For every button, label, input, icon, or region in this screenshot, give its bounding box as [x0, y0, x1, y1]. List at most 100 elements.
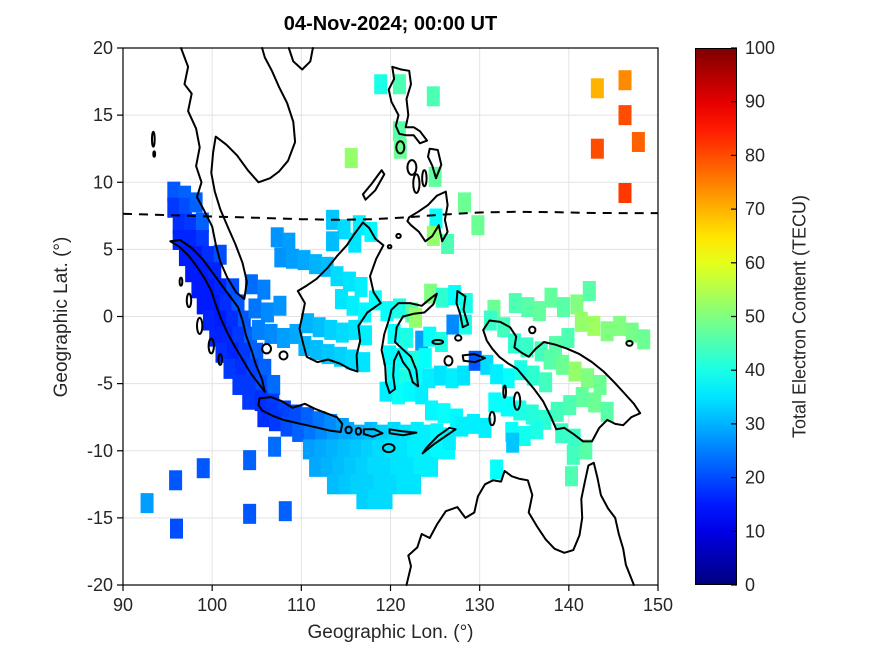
tec-patch — [575, 387, 589, 408]
tec-patch — [195, 229, 209, 250]
islet — [395, 140, 406, 155]
colorbar-tick-label: 10 — [745, 521, 765, 541]
tec-patch — [337, 219, 351, 240]
y-tick-label: 0 — [103, 307, 113, 327]
tec-patch — [631, 131, 645, 152]
tec-patch — [285, 248, 299, 269]
tec-patch — [618, 105, 632, 126]
tec-patch — [344, 148, 358, 169]
coastline-australia — [405, 461, 635, 586]
tec-patch — [227, 342, 241, 363]
tec-patch — [408, 307, 422, 328]
colorbar-tick-label: 0 — [745, 575, 755, 595]
colorbar-tick-label: 60 — [745, 253, 765, 273]
tec-patch — [172, 213, 186, 234]
tec-patch — [321, 344, 335, 365]
colorbar-tick-label: 50 — [745, 307, 765, 327]
tec-patch — [297, 250, 311, 271]
islet — [178, 276, 184, 287]
islet — [185, 292, 193, 309]
tec-patch — [435, 287, 449, 308]
y-tick-label: 15 — [93, 105, 113, 125]
tec-patch — [490, 459, 504, 480]
tec-patch — [618, 70, 632, 91]
islet — [150, 130, 156, 148]
tec-patch — [422, 368, 436, 389]
colorbar-tick-label: 100 — [745, 38, 775, 58]
colorbar-label: Total Electron Content (TECU) — [789, 194, 810, 439]
tec-patch — [568, 361, 582, 382]
tec-patch — [566, 444, 580, 465]
tec-patch — [587, 315, 601, 336]
tec-patch — [335, 322, 349, 343]
tec-patch — [581, 368, 595, 389]
tec-patch — [403, 381, 417, 402]
islet — [207, 337, 215, 355]
tec-patch — [400, 327, 414, 348]
x-axis-label: Geographic Lon. (°) — [307, 622, 474, 643]
tec-patch — [441, 234, 455, 255]
coastline-palawan — [361, 169, 386, 201]
coastline-layer — [150, 47, 642, 586]
islet — [395, 232, 402, 239]
tec-patch-layer — [140, 70, 651, 539]
tec-patch — [457, 365, 471, 386]
tec-patch — [185, 262, 199, 283]
tec-patch — [445, 368, 459, 389]
tec-patch — [278, 501, 292, 522]
colorbar-gradient — [695, 48, 737, 585]
tec-patch — [543, 349, 557, 370]
tec-patch — [292, 421, 306, 442]
tec-patch — [593, 374, 607, 395]
tec-patch — [367, 489, 381, 510]
islet — [512, 391, 522, 411]
islet — [386, 244, 393, 250]
tec-patch — [424, 283, 438, 304]
tec-patch — [455, 416, 469, 437]
coastline-luzon — [387, 65, 429, 145]
islet — [625, 339, 634, 347]
colorbar-ticks: 0 10 20 30 40 50 60 70 80 90 100 — [731, 38, 775, 595]
coastline-seram — [461, 353, 486, 364]
tec-patch — [167, 181, 181, 202]
tec-patch — [387, 323, 401, 344]
tec-patch — [367, 456, 381, 477]
tec-patch — [231, 294, 245, 315]
tec-patch — [330, 266, 344, 287]
tec-patch — [433, 365, 447, 386]
tec-patch — [170, 518, 183, 539]
tec-patch — [407, 439, 421, 460]
tec-patch — [232, 326, 246, 347]
islet — [354, 426, 363, 436]
tec-patch — [501, 368, 515, 389]
tec-patch — [243, 503, 257, 524]
tec-patch — [544, 287, 558, 308]
islet — [502, 384, 507, 399]
tec-patch — [345, 349, 359, 370]
tec-patch — [359, 325, 373, 346]
coastline-halmahera — [455, 290, 470, 329]
islet — [152, 150, 157, 158]
tec-patch — [354, 276, 368, 297]
islet — [528, 325, 537, 335]
tec-patch — [579, 439, 593, 460]
tec-patch — [274, 247, 288, 268]
tec-patch — [556, 354, 570, 375]
tec-patch — [532, 301, 546, 322]
tec-patch — [437, 403, 451, 424]
islet — [344, 425, 353, 435]
tec-patch — [480, 354, 494, 375]
x-tick-label: 110 — [287, 595, 316, 615]
x-tick-label: 90 — [113, 595, 133, 615]
tec-patch — [364, 421, 378, 442]
y-tick-label: 20 — [93, 38, 113, 58]
tec-patch — [214, 278, 228, 299]
tec-patch — [277, 327, 290, 348]
islet — [443, 355, 454, 367]
tec-patch — [582, 280, 596, 301]
tec-patch — [219, 294, 233, 315]
tec-patch — [257, 407, 271, 428]
tec-patch — [178, 197, 192, 218]
tec-patch — [342, 271, 356, 292]
